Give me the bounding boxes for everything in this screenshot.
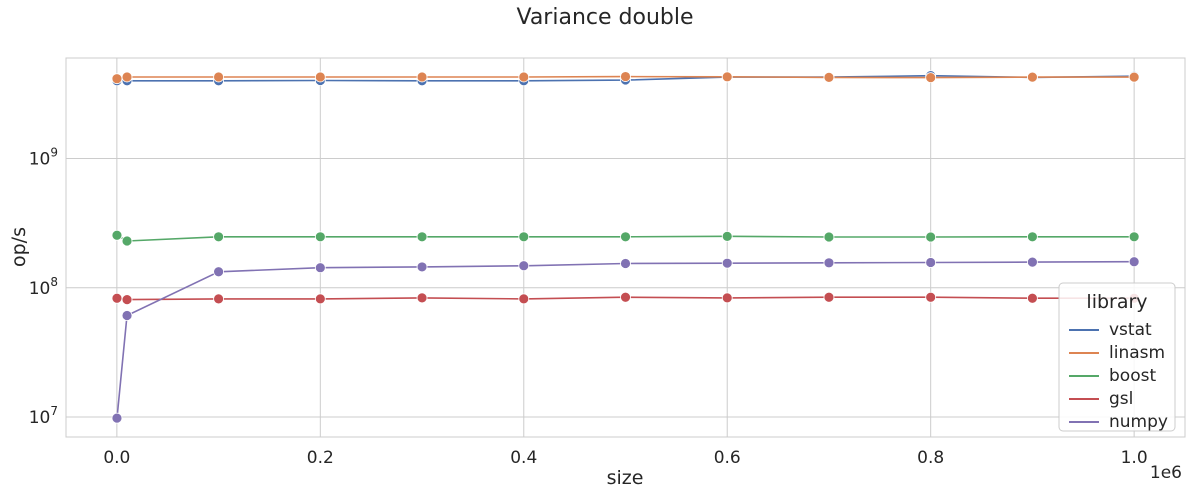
x-tick-label: 0.4 <box>510 448 537 468</box>
data-point-linasm <box>620 71 631 82</box>
data-point-numpy <box>314 262 326 274</box>
data-point-numpy <box>823 257 835 269</box>
data-point-boost <box>1128 231 1140 243</box>
data-point-linasm <box>925 72 937 84</box>
data-point-linasm <box>518 71 530 83</box>
data-point-linasm <box>1027 71 1038 83</box>
data-point-linasm <box>721 71 733 83</box>
plot-frame <box>65 57 1186 438</box>
y-tick-label: 108 <box>29 275 58 299</box>
x-tick-label: 0.2 <box>307 448 334 468</box>
data-point-numpy <box>416 261 428 273</box>
y-axis-label: op/s <box>8 227 30 267</box>
legend: library vstat linasm boost gsl numpy <box>1058 282 1176 432</box>
series-line-boost <box>116 234 1135 242</box>
data-point-linasm <box>416 71 428 83</box>
data-point-linasm <box>1128 71 1140 83</box>
data-point-gsl <box>213 293 224 305</box>
data-point-linasm <box>823 71 835 83</box>
data-point-boost <box>314 231 326 243</box>
legend-title: library <box>1086 291 1147 313</box>
data-point-gsl <box>620 291 631 303</box>
data-point-numpy <box>1027 256 1038 268</box>
legend-label-linasm: linasm <box>1109 343 1165 363</box>
data-point-boost <box>620 231 631 243</box>
data-point-boost <box>721 230 733 242</box>
x-tick-label: 0.6 <box>714 448 741 468</box>
data-point-numpy <box>620 258 631 269</box>
x-axis-label: size <box>607 467 644 489</box>
data-point-boost <box>925 231 937 243</box>
data-point-boost <box>111 229 123 241</box>
x-tick-label: 0.0 <box>103 448 130 468</box>
data-point-numpy <box>925 257 937 268</box>
data-point-gsl <box>416 292 428 304</box>
data-point-gsl <box>823 291 835 303</box>
data-point-boost <box>416 231 428 243</box>
series-line-numpy <box>116 260 1135 419</box>
chart-title: Variance double <box>516 5 693 30</box>
legend-label-numpy: numpy <box>1109 412 1168 432</box>
y-axis-ticks: 107 108 109 <box>29 146 58 428</box>
data-point-boost <box>518 231 530 243</box>
series-line-gsl <box>116 296 1135 301</box>
data-point-gsl <box>518 293 530 305</box>
data-point-numpy <box>1128 256 1140 268</box>
data-point-numpy <box>721 257 733 269</box>
data-point-linasm <box>121 71 133 83</box>
series-points <box>111 70 1140 424</box>
series-lines <box>116 74 1135 419</box>
data-point-gsl <box>925 291 937 303</box>
series-line-vstat <box>117 74 1135 82</box>
x-tick-label: 0.8 <box>917 448 944 468</box>
data-point-gsl <box>111 292 123 304</box>
legend-label-vstat: vstat <box>1109 320 1152 340</box>
data-point-numpy <box>518 260 530 272</box>
data-point-numpy <box>121 310 133 321</box>
data-point-gsl <box>1027 292 1038 304</box>
data-point-linasm <box>111 73 123 85</box>
data-point-boost <box>121 235 133 247</box>
legend-label-gsl: gsl <box>1109 389 1133 409</box>
series-line-linasm <box>116 75 1135 80</box>
data-point-numpy <box>213 266 224 278</box>
x-axis-offset-label: 1e6 <box>1150 463 1182 483</box>
data-point-linasm <box>213 71 224 83</box>
data-point-boost <box>1027 231 1038 243</box>
data-point-linasm <box>314 71 326 83</box>
data-point-numpy <box>111 412 123 424</box>
y-tick-label: 107 <box>29 404 58 428</box>
legend-box <box>1058 282 1176 432</box>
data-point-gsl <box>314 293 326 305</box>
data-point-gsl <box>121 294 133 305</box>
data-point-gsl <box>721 292 733 304</box>
x-tick-label: 1.0 <box>1121 448 1148 468</box>
data-point-boost <box>823 231 835 243</box>
legend-label-boost: boost <box>1109 366 1156 386</box>
grid <box>66 58 1185 437</box>
x-axis-ticks: 0.0 0.2 0.4 0.6 0.8 1.0 <box>103 448 1147 468</box>
data-point-boost <box>213 231 224 243</box>
y-tick-label: 109 <box>29 146 58 170</box>
